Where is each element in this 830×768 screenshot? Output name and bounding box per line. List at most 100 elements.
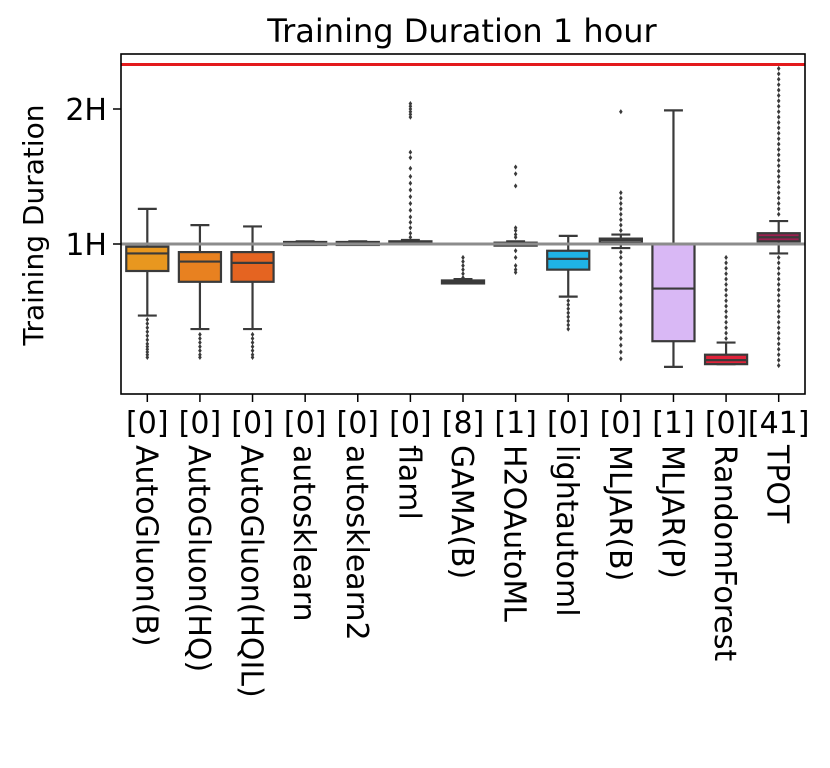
outlier-point xyxy=(776,168,781,174)
x-count-label: [1] xyxy=(652,406,695,441)
box-group xyxy=(388,101,433,246)
outlier-point xyxy=(776,119,781,126)
outlier-point xyxy=(776,298,781,304)
outlier-point xyxy=(619,200,623,207)
outlier-point xyxy=(776,146,781,153)
outlier-point xyxy=(408,230,413,236)
x-category-label: RandomForest xyxy=(707,445,742,662)
outlier-point xyxy=(724,314,728,320)
outlier-point xyxy=(198,339,202,346)
outlier-point xyxy=(145,337,150,343)
x-count-label: [41] xyxy=(748,406,810,441)
outlier-point xyxy=(724,287,728,293)
outlier-point xyxy=(619,222,623,228)
outlier-point xyxy=(619,227,623,234)
outlier-point xyxy=(776,211,781,217)
outlier-point xyxy=(776,98,781,104)
outlier-point xyxy=(776,103,781,109)
outlier-point xyxy=(724,303,728,309)
outlier-point xyxy=(566,310,571,316)
x-category-label: lightautoml xyxy=(549,445,584,617)
outlier-point xyxy=(776,303,781,309)
outlier-point xyxy=(198,344,202,350)
outlier-point xyxy=(724,271,728,277)
outlier-point xyxy=(776,319,781,325)
outlier-point xyxy=(619,302,623,308)
outlier-point xyxy=(776,152,781,158)
x-count-label: [0] xyxy=(705,406,748,441)
outlier-point xyxy=(566,298,571,304)
outlier-point xyxy=(513,164,518,170)
outlier-point xyxy=(145,354,150,360)
outlier-point xyxy=(776,82,781,88)
outlier-point xyxy=(724,265,728,271)
outlier-point xyxy=(408,106,413,112)
outlier-point xyxy=(776,195,781,201)
outlier-point xyxy=(776,109,781,115)
x-count-label: [0] xyxy=(547,406,590,441)
plot-frame xyxy=(120,53,806,395)
outlier-point xyxy=(408,155,413,161)
outlier-point xyxy=(408,194,413,200)
outlier-point xyxy=(776,179,781,185)
outlier-point xyxy=(776,276,781,282)
outlier-point xyxy=(619,295,623,301)
outlier-point xyxy=(566,306,571,312)
box-group xyxy=(125,207,170,360)
outlier-point xyxy=(145,317,150,323)
outlier-point xyxy=(408,165,413,171)
outlier-point xyxy=(513,263,518,269)
outlier-point xyxy=(776,114,781,120)
x-count-label: [0] xyxy=(337,406,380,441)
outlier-point xyxy=(776,281,781,288)
outlier-point xyxy=(776,362,781,369)
outlier-point xyxy=(566,326,571,332)
outlier-point xyxy=(776,136,781,142)
outlier-point xyxy=(408,180,413,186)
outlier-point xyxy=(566,322,571,328)
outlier-point xyxy=(724,292,728,298)
outlier-point xyxy=(198,354,202,360)
outlier-point xyxy=(619,206,623,212)
x-category-label: flaml xyxy=(391,445,426,520)
outlier-point xyxy=(776,254,781,261)
outlier-point xyxy=(408,111,413,117)
outlier-point xyxy=(408,207,413,213)
outlier-point xyxy=(461,258,465,265)
outlier-point xyxy=(513,269,518,275)
outlier-point xyxy=(408,173,413,180)
outlier-point xyxy=(513,183,518,189)
outlier-point xyxy=(619,268,623,274)
outlier-point xyxy=(566,318,571,324)
box-group xyxy=(230,225,275,360)
outlier-point xyxy=(461,254,465,261)
outlier-point xyxy=(776,265,781,271)
outlier-point xyxy=(776,287,781,293)
x-count-label: [0] xyxy=(600,406,643,441)
x-category-label: AutoGluon(B) xyxy=(128,445,163,647)
y-tick-label: 1H xyxy=(65,228,107,263)
outlier-point xyxy=(408,149,413,155)
outlier-point xyxy=(776,125,781,131)
outlier-point xyxy=(776,87,781,93)
plot-area: 2H 1H [0] AutoGluon(B) [0] AutoGluon(HQ) [0] Au… xyxy=(65,53,810,698)
outlier-point xyxy=(776,308,781,315)
x-count-label: [0] xyxy=(231,406,274,441)
x-count-label: [0] xyxy=(284,406,327,441)
outlier-point xyxy=(619,217,623,223)
outlier-point xyxy=(724,330,728,336)
outlier-point xyxy=(619,109,623,115)
outlier-point xyxy=(619,322,623,328)
outlier-point xyxy=(619,275,623,281)
x-category-label: TPOT xyxy=(760,444,795,524)
box-group xyxy=(756,65,801,369)
outlier-point xyxy=(250,354,255,360)
outlier-point xyxy=(619,281,623,288)
x-category-label: autosklearn xyxy=(286,445,321,622)
outlier-point xyxy=(776,130,781,136)
outlier-point xyxy=(145,321,150,327)
outlier-point xyxy=(776,157,781,163)
outlier-point xyxy=(198,348,202,354)
outlier-point xyxy=(724,319,728,325)
box xyxy=(230,251,275,283)
